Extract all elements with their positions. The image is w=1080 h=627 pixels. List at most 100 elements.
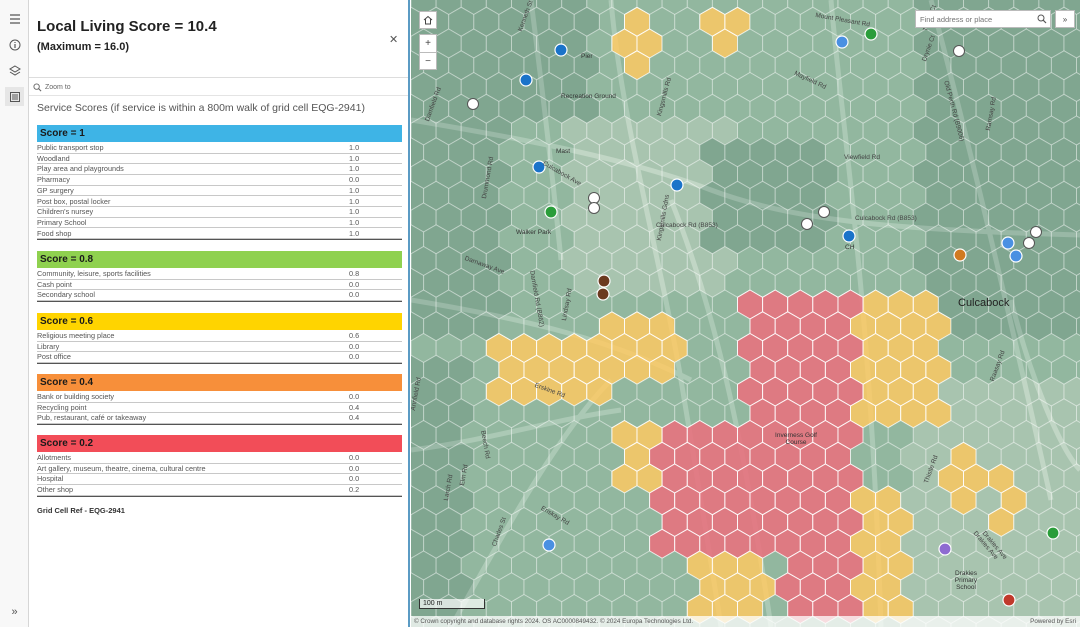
service-score: 0.2 [349, 485, 360, 495]
poi-marker-icon[interactable] [519, 73, 533, 87]
grid-cell-hexagon[interactable] [1076, 94, 1080, 123]
place-label: Recreation Ground [561, 93, 616, 100]
group-divider [37, 301, 402, 303]
service-score: 0.0 [349, 463, 360, 473]
grid-cell-hexagon[interactable] [1076, 268, 1080, 297]
poi-marker-icon[interactable] [554, 43, 568, 57]
service-name: Library [37, 341, 60, 351]
service-row: Food shop 1.0 [37, 229, 402, 240]
zoom-to-label: Zoom to [45, 83, 71, 91]
service-score: 0.0 [349, 290, 360, 300]
expand-search-button[interactable]: » [1055, 10, 1075, 28]
search-button[interactable] [1032, 10, 1052, 28]
close-icon[interactable]: ✕ [389, 34, 399, 46]
group-divider [37, 239, 402, 241]
service-score: 0.0 [349, 279, 360, 289]
poi-marker-icon[interactable] [544, 205, 558, 219]
attribution-text: © Crown copyright and database rights 20… [414, 618, 694, 625]
map-view[interactable]: Culcabock Inverness Golf Course Walker Par… [411, 0, 1080, 627]
service-row: Secondary school 0.0 [37, 290, 402, 301]
post-box-icon[interactable] [1001, 236, 1015, 250]
poi-marker-icon[interactable] [670, 178, 684, 192]
score-band-header: Score = 0.2 [37, 435, 402, 452]
service-score: 1.0 [349, 164, 360, 174]
poi-marker-icon[interactable] [1046, 526, 1060, 540]
layers-icon[interactable] [5, 61, 24, 80]
bus-stop-icon[interactable] [1023, 237, 1035, 249]
bus-stop-icon[interactable] [953, 45, 965, 57]
popup-title: Local Living Score = 10.4 [37, 18, 217, 35]
bus-stop-icon[interactable] [467, 98, 479, 110]
service-score: 0.6 [349, 331, 360, 340]
poi-marker-icon[interactable] [1002, 593, 1016, 607]
grid-cell-hexagon[interactable] [1076, 442, 1080, 471]
place-label: Mast [556, 148, 571, 155]
service-score: 0.4 [349, 402, 360, 412]
service-score: 0.0 [349, 352, 360, 362]
left-rail: » [0, 0, 29, 627]
service-row: Recycling point 0.4 [37, 403, 402, 414]
zoom-to-button[interactable]: Zoom to [33, 80, 71, 94]
service-score: 0.4 [349, 413, 360, 423]
service-name: Play area and playgrounds [37, 164, 124, 174]
grid-cell-hexagon[interactable] [1076, 7, 1080, 36]
expand-panel-icon[interactable]: » [11, 605, 18, 618]
poi-marker-icon[interactable] [532, 160, 546, 174]
service-name: Art gallery, museum, theatre, cinema, cu… [37, 463, 206, 473]
powered-by[interactable]: Powered by Esri [1030, 618, 1076, 625]
service-row: Bank or building society 0.0 [37, 392, 402, 403]
bus-stop-icon[interactable] [1030, 226, 1042, 238]
grid-cell-hexagon[interactable] [1076, 181, 1080, 210]
bus-stop-icon[interactable] [588, 192, 600, 204]
service-score: 1.0 [349, 196, 360, 206]
post-box-icon[interactable] [835, 35, 849, 49]
service-score: 0.0 [349, 175, 360, 185]
service-name: Recycling point [37, 402, 87, 412]
zoom-out-button[interactable]: − [419, 52, 437, 70]
poi-marker-icon[interactable] [842, 229, 856, 243]
info-icon[interactable] [5, 35, 24, 54]
popup-header: Local Living Score = 10.4 (Maximum = 16.… [29, 0, 408, 78]
grid-cell-ref: Grid Cell Ref - EQG-2941 [37, 506, 125, 515]
home-button[interactable] [419, 11, 437, 29]
service-row: Other shop 0.2 [37, 485, 402, 496]
bus-stop-icon[interactable] [818, 206, 830, 218]
grid-cell-hexagon[interactable] [1076, 486, 1080, 515]
hexagon-map[interactable] [411, 0, 1080, 627]
post-box-icon[interactable] [1009, 249, 1023, 263]
grid-cell-hexagon[interactable] [1076, 573, 1080, 602]
grid-cell-hexagon[interactable] [1076, 355, 1080, 384]
grid-cell-hexagon[interactable] [1076, 51, 1080, 80]
poi-marker-icon[interactable] [596, 287, 610, 301]
service-name: Pharmacy [37, 175, 70, 185]
poi-marker-icon[interactable] [597, 274, 611, 288]
poi-marker-icon[interactable] [953, 248, 967, 262]
post-box-icon[interactable] [542, 538, 556, 552]
grid-cell-hexagon[interactable] [1076, 138, 1080, 167]
layers-list-icon[interactable] [5, 9, 24, 28]
services-title: Service Scores (if service is within a 8… [37, 102, 365, 114]
search-input[interactable] [915, 10, 1051, 28]
grid-cell-hexagon[interactable] [1076, 529, 1080, 558]
group-divider [37, 424, 402, 426]
service-score: 0.0 [349, 474, 360, 484]
magnify-icon [33, 82, 42, 91]
service-row: Post office 0.0 [37, 352, 402, 363]
bus-stop-icon[interactable] [801, 218, 813, 230]
grid-cell-hexagon[interactable] [1076, 399, 1080, 428]
service-row: Religious meeting place 0.6 [37, 331, 402, 342]
grid-cell-hexagon[interactable] [1076, 225, 1080, 254]
poi-marker-icon[interactable] [864, 27, 878, 41]
service-row: Children's nursey 1.0 [37, 207, 402, 218]
bus-stop-icon[interactable] [588, 202, 600, 214]
poi-marker-icon[interactable] [938, 542, 952, 556]
service-row: Cash point 0.0 [37, 280, 402, 291]
service-name: Post box, postal locker [37, 196, 111, 206]
grid-cell-hexagon[interactable] [1076, 312, 1080, 341]
feature-details-icon[interactable] [5, 87, 24, 106]
service-name: Primary School [37, 217, 87, 227]
zoom-in-button[interactable]: + [419, 34, 437, 52]
home-icon [423, 15, 433, 25]
service-name: Pub, restaurant, café or takeaway [37, 413, 147, 423]
service-name: Post office [37, 352, 71, 362]
